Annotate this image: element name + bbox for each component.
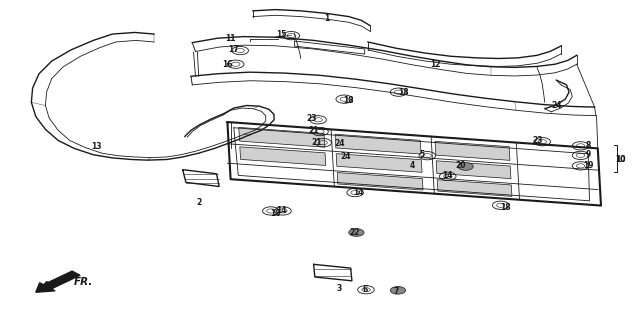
Text: 18: 18 (344, 96, 354, 105)
Text: 8: 8 (586, 141, 591, 150)
Text: 24: 24 (334, 139, 344, 148)
Text: 4: 4 (410, 161, 415, 170)
Polygon shape (436, 161, 511, 179)
Polygon shape (240, 147, 326, 166)
Text: 10: 10 (615, 155, 625, 164)
Text: 16: 16 (222, 60, 233, 69)
Text: 1: 1 (324, 14, 329, 23)
Text: 18: 18 (500, 203, 511, 211)
Text: 6: 6 (362, 285, 367, 294)
Text: 23: 23 (307, 114, 317, 123)
Circle shape (390, 286, 406, 294)
Text: 14: 14 (353, 188, 364, 197)
Text: 14: 14 (442, 171, 453, 180)
Text: 13: 13 (92, 142, 102, 151)
Polygon shape (437, 180, 512, 197)
Text: 24: 24 (340, 152, 351, 161)
Polygon shape (335, 134, 421, 154)
Text: 18: 18 (270, 209, 280, 218)
Circle shape (458, 163, 473, 170)
Text: 19: 19 (583, 161, 593, 170)
Text: 20: 20 (455, 161, 466, 170)
Text: 21: 21 (308, 126, 319, 135)
Text: 15: 15 (276, 30, 287, 39)
Text: 10: 10 (615, 155, 625, 164)
Text: 24: 24 (551, 101, 561, 110)
Text: 22: 22 (350, 228, 360, 237)
Circle shape (349, 229, 364, 236)
Text: 12: 12 (429, 60, 440, 69)
Text: 7: 7 (394, 287, 399, 296)
Polygon shape (239, 127, 324, 147)
Polygon shape (336, 154, 422, 172)
Text: 2: 2 (196, 198, 202, 207)
Text: 5: 5 (420, 150, 425, 159)
Polygon shape (435, 141, 510, 160)
Polygon shape (337, 173, 423, 190)
Text: FR.: FR. (74, 277, 93, 287)
Text: 23: 23 (532, 136, 542, 145)
Text: 14: 14 (276, 206, 287, 215)
Text: 9: 9 (586, 150, 591, 159)
Text: 18: 18 (397, 88, 408, 97)
Text: 11: 11 (225, 34, 236, 43)
Text: 21: 21 (312, 137, 322, 146)
FancyArrow shape (36, 271, 80, 292)
Text: 3: 3 (337, 284, 342, 293)
Text: 17: 17 (228, 45, 239, 55)
